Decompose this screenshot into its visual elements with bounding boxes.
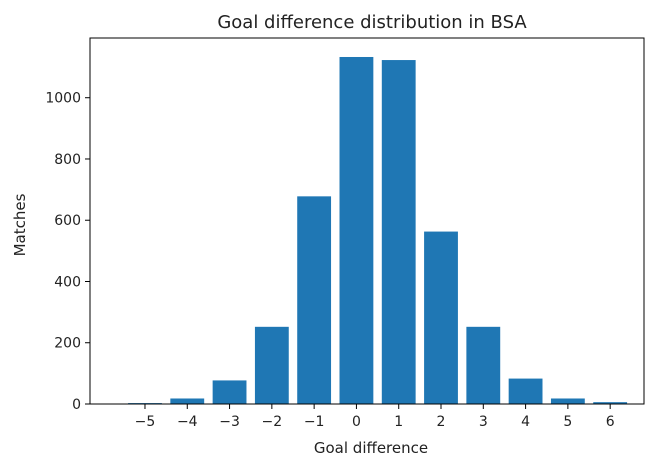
y-tick-label: 800 <box>54 152 81 168</box>
x-tick-label: 5 <box>563 414 572 430</box>
bar-1 <box>381 60 416 405</box>
x-tick-label: 4 <box>521 414 530 430</box>
x-axis-label: Goal difference <box>314 439 428 456</box>
x-tick-label: 3 <box>479 414 488 430</box>
x-tick-label: −1 <box>304 414 325 430</box>
bar-3 <box>466 326 501 404</box>
plot-frame <box>89 37 645 405</box>
plot-area <box>128 56 628 405</box>
x-tick-label: −5 <box>135 414 156 430</box>
y-tick-label: 200 <box>54 336 81 352</box>
chart-title: Goal difference distribution in BSA <box>217 12 527 33</box>
x-tick-label: 0 <box>352 414 361 430</box>
y-axis-ticks: 0 200 400 600 800 1000 <box>45 91 90 413</box>
y-tick-label: 0 <box>72 397 81 413</box>
y-tick-label: 400 <box>54 274 81 290</box>
x-tick-label: −2 <box>262 414 283 430</box>
x-tick-label: −3 <box>219 414 240 430</box>
y-axis-label: Matches <box>11 193 29 256</box>
bar-5 <box>550 398 585 404</box>
bar-−2 <box>254 326 289 404</box>
x-axis-ticks: −5 −4 −3 −2 −1 0 1 2 3 4 5 6 <box>135 404 615 430</box>
bar-0 <box>339 56 374 405</box>
x-tick-label: 1 <box>394 414 403 430</box>
x-tick-label: 6 <box>606 414 615 430</box>
x-tick-label: −4 <box>177 414 198 430</box>
bar-−4 <box>170 398 205 404</box>
bar-−3 <box>212 380 247 404</box>
y-tick-label: 600 <box>54 213 81 229</box>
bar-6 <box>593 402 628 404</box>
bar-−1 <box>297 196 332 404</box>
bar-4 <box>508 378 543 404</box>
bar-2 <box>424 231 458 404</box>
x-tick-label: 2 <box>437 414 446 430</box>
y-tick-label: 1000 <box>45 91 81 107</box>
